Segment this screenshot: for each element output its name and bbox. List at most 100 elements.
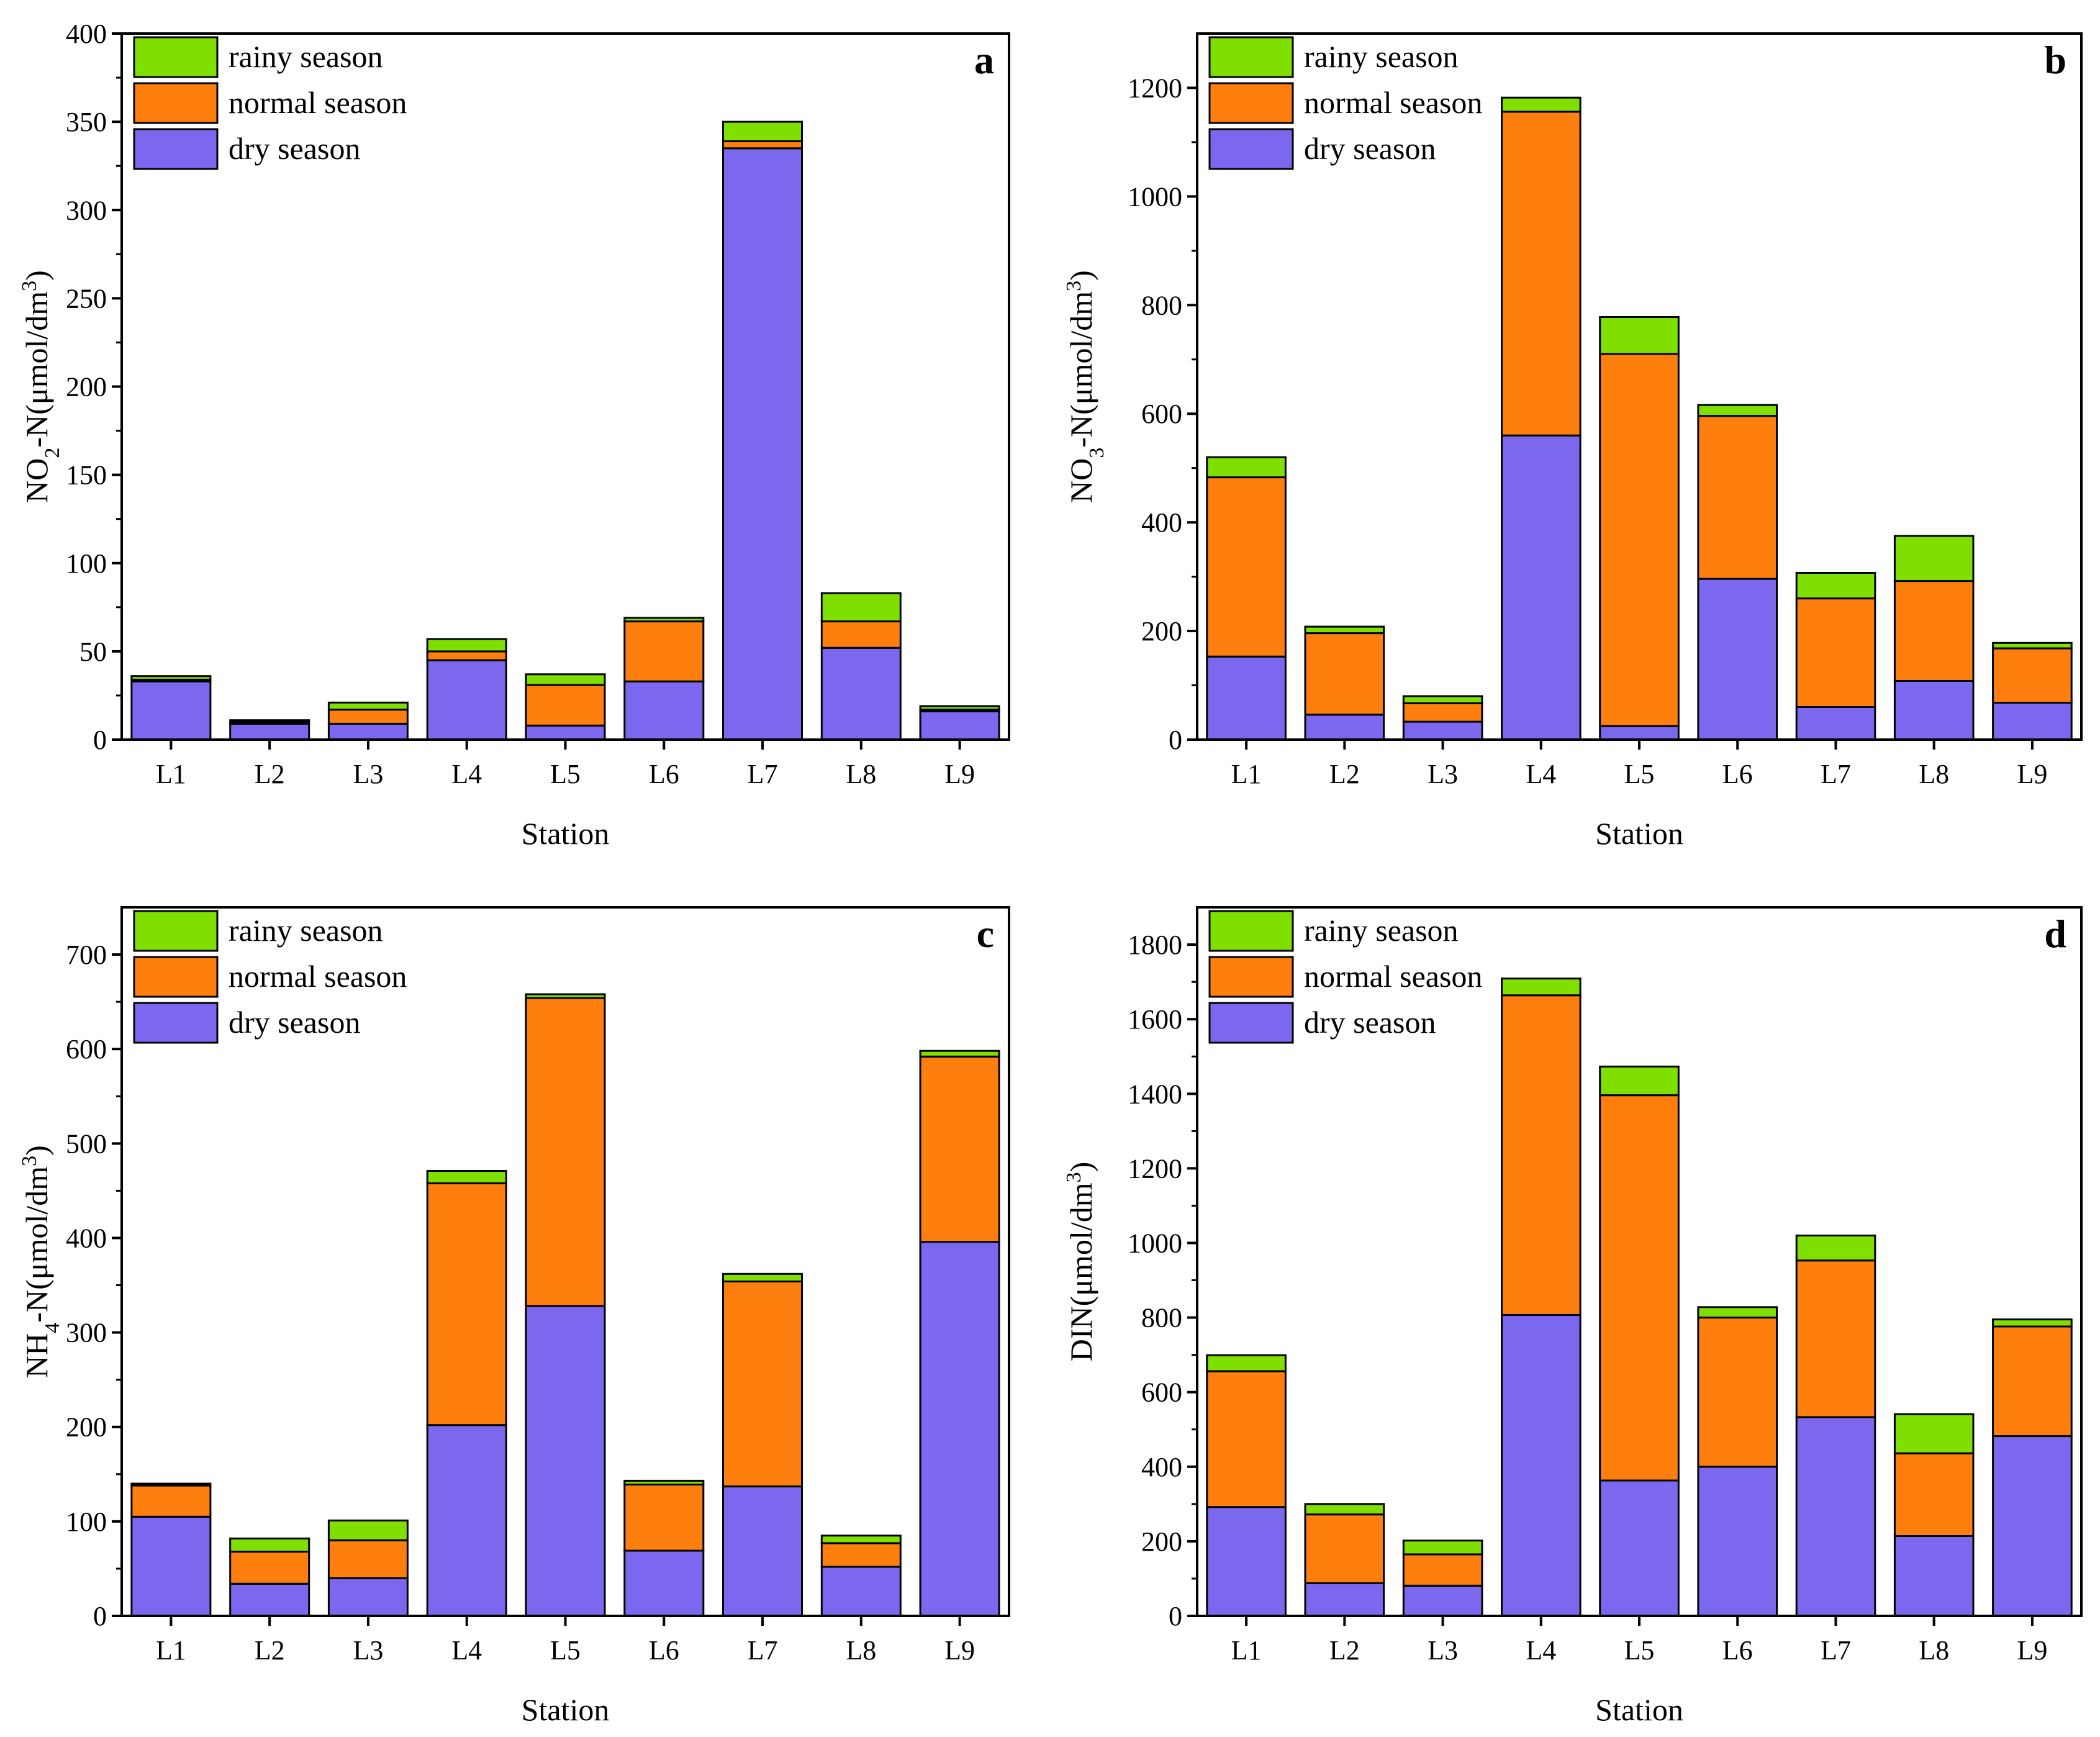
chart-d-bar-L6-normal-season — [1697, 1317, 1778, 1468]
chart-d-bar-L2-rainy-season — [1304, 1503, 1385, 1516]
chart-a-xtick-label: L1 — [156, 759, 186, 789]
chart-d-ytick-label: 0 — [1169, 1601, 1182, 1631]
chart-d-bar-L7-rainy-season — [1795, 1235, 1876, 1262]
chart-d-ytick-label: 600 — [1141, 1377, 1182, 1408]
chart-a-bar-L1-dry-season — [130, 680, 212, 741]
chart-d-legend-label-rainy-season: rainy season — [1304, 913, 1459, 948]
chart-d-bar-L4-dry-season — [1501, 1313, 1582, 1617]
chart-c-bar-L8-rainy-season — [820, 1535, 902, 1544]
chart-a-ytick-label: 400 — [66, 19, 107, 49]
chart-b-x-axis-title: Station — [1595, 816, 1683, 851]
chart-a-bar-L4-normal-season — [426, 650, 507, 661]
chart-a-ytick-label: 150 — [66, 460, 107, 491]
chart-d-bar-L8-rainy-season — [1893, 1413, 1975, 1454]
chart-b-ytick-label: 200 — [1141, 616, 1182, 646]
chart-c-bar-L4-normal-season — [426, 1182, 507, 1426]
chart-a-bar-L7-dry-season — [722, 147, 803, 741]
chart-b-ytick-label: 600 — [1141, 399, 1182, 429]
chart-d-bar-L8-normal-season — [1893, 1452, 1975, 1537]
chart-b-bar-L7-normal-season — [1795, 597, 1876, 708]
chart-b-bar-L8-dry-season — [1893, 680, 1975, 741]
chart-c-bar-L6-normal-season — [623, 1484, 705, 1552]
chart-c-bar-L2-rainy-season — [229, 1537, 310, 1553]
chart-b-xtick-label: L5 — [1624, 759, 1655, 789]
chart-b-bar-L6-rainy-season — [1697, 404, 1778, 417]
chart-d-ytick-label: 1200 — [1128, 1153, 1182, 1184]
chart-d-bar-L4-normal-season — [1501, 994, 1582, 1316]
chart-b-xtick-label: L2 — [1329, 759, 1360, 789]
chart-b-bar-L6-normal-season — [1697, 415, 1778, 580]
chart-b-xtick-label: L9 — [2017, 759, 2047, 789]
chart-c-xtick-label: L2 — [255, 1635, 285, 1666]
chart-a-legend-swatch-normal-season — [133, 82, 219, 124]
chart-c-ytick-label: 300 — [66, 1318, 107, 1348]
chart-c-legend-swatch-normal-season — [133, 956, 219, 998]
chart-d-panel-label: d — [2044, 912, 2066, 956]
chart-c-bar-L9-rainy-season — [919, 1050, 1000, 1058]
chart-d-bar-L5-dry-season — [1599, 1479, 1680, 1617]
chart-a-bar-L4-dry-season — [426, 659, 507, 741]
chart-a-legend-label-dry-season: dry season — [229, 131, 360, 166]
chart-b-ytick-label: 800 — [1141, 290, 1182, 320]
chart-d-legend-label-dry-season: dry season — [1304, 1005, 1436, 1040]
chart-d-bar-L6-dry-season — [1697, 1466, 1778, 1617]
chart-a-bar-L4-rainy-season — [426, 638, 507, 653]
chart-c-bar-L9-normal-season — [919, 1055, 1000, 1243]
chart-c-xtick-label: L3 — [353, 1635, 383, 1666]
chart-c-bar-L8-normal-season — [820, 1542, 902, 1568]
chart-d-bar-L9-dry-season — [1992, 1435, 2073, 1617]
chart-a-legend-label-normal-season: normal season — [229, 85, 407, 120]
chart-c-bar-L3-rainy-season — [327, 1519, 409, 1541]
chart-d-bar-L1-rainy-season — [1206, 1354, 1287, 1372]
chart-a-legend-swatch-rainy-season — [133, 36, 219, 78]
chart-a-bar-L6-rainy-season — [623, 617, 705, 623]
chart-c-legend-label-dry-season: dry season — [229, 1005, 360, 1040]
chart-c-bar-L3-dry-season — [327, 1577, 409, 1617]
chart-b-bar-L8-rainy-season — [1893, 535, 1975, 583]
chart-b-bar-L5-normal-season — [1599, 353, 1680, 727]
chart-d-bar-L3-dry-season — [1402, 1584, 1483, 1617]
chart-b: 0 200 400 600 800 1000 1200 L1 L2 L3 L4 L5 L6 L7 L8 L9 S… — [1062, 32, 2083, 851]
chart-b-xtick-label: L6 — [1722, 759, 1753, 789]
chart-a-bar-L6-dry-season — [623, 680, 705, 741]
chart-c-bar-L4-rainy-season — [426, 1170, 507, 1184]
chart-d-bar-L3-normal-season — [1402, 1553, 1483, 1587]
chart-b-y-axis-title: NO3-N(μmol/dm3) — [1062, 270, 1108, 503]
chart-a-xtick-label: L3 — [353, 759, 383, 789]
chart-c-ytick-label: 200 — [66, 1412, 107, 1443]
chart-d-xtick-label: L5 — [1624, 1635, 1655, 1666]
chart-a-bar-L3-rainy-season — [327, 701, 409, 711]
chart-d-xtick-label: L6 — [1722, 1635, 1753, 1666]
chart-c-bar-L6-rainy-season — [623, 1479, 705, 1485]
chart-d-legend-label-normal-season: normal season — [1304, 959, 1482, 994]
chart-a-bar-L7-rainy-season — [722, 120, 803, 142]
chart-a-ytick-label: 0 — [93, 725, 107, 755]
chart-a-bar-L8-normal-season — [820, 620, 902, 649]
chart-b-ytick-label: 0 — [1169, 725, 1182, 755]
chart-a-ytick-label: 200 — [66, 372, 107, 402]
chart-c-bar-L2-dry-season — [229, 1582, 310, 1617]
chart-c: 0 100 200 300 400 500 600 700 L1 L2 L3 L4 L5 L6 L7 L8 L9… — [18, 906, 1010, 1727]
chart-a-xtick-label: L8 — [846, 759, 876, 789]
chart-a-bar-L9-rainy-season — [919, 705, 1000, 711]
chart-d-xtick-label: L4 — [1526, 1635, 1556, 1666]
chart-b-bar-L2-normal-season — [1304, 632, 1385, 716]
chart-b-bar-L1-normal-season — [1206, 476, 1287, 658]
chart-a-bar-L9-dry-season — [919, 710, 1000, 741]
chart-c-ytick-label: 400 — [66, 1223, 107, 1253]
chart-d-legend-swatch-rainy-season — [1208, 910, 1294, 952]
chart-b-xtick-label: L1 — [1231, 759, 1262, 789]
chart-a-legend-label-rainy-season: rainy season — [229, 39, 383, 74]
chart-b-xtick-label: L8 — [1919, 759, 1949, 789]
chart-c-y-axis-title: NH4-N(μmol/dm3) — [18, 1145, 64, 1378]
chart-d-bar-L9-normal-season — [1992, 1325, 2073, 1438]
chart-c-ytick-label: 500 — [66, 1128, 107, 1159]
chart-a-bar-L3-dry-season — [327, 722, 409, 741]
chart-a-bar-L2-dry-season — [229, 722, 310, 741]
chart-c-panel-label: c — [977, 912, 994, 956]
chart-c-xtick-label: L5 — [550, 1635, 581, 1666]
chart-b-bar-L7-dry-season — [1795, 706, 1876, 741]
chart-d-bar-L8-dry-season — [1893, 1535, 1975, 1617]
chart-d-x-axis-title: Station — [1595, 1692, 1683, 1727]
chart-d-bar-L4-rainy-season — [1501, 977, 1582, 997]
